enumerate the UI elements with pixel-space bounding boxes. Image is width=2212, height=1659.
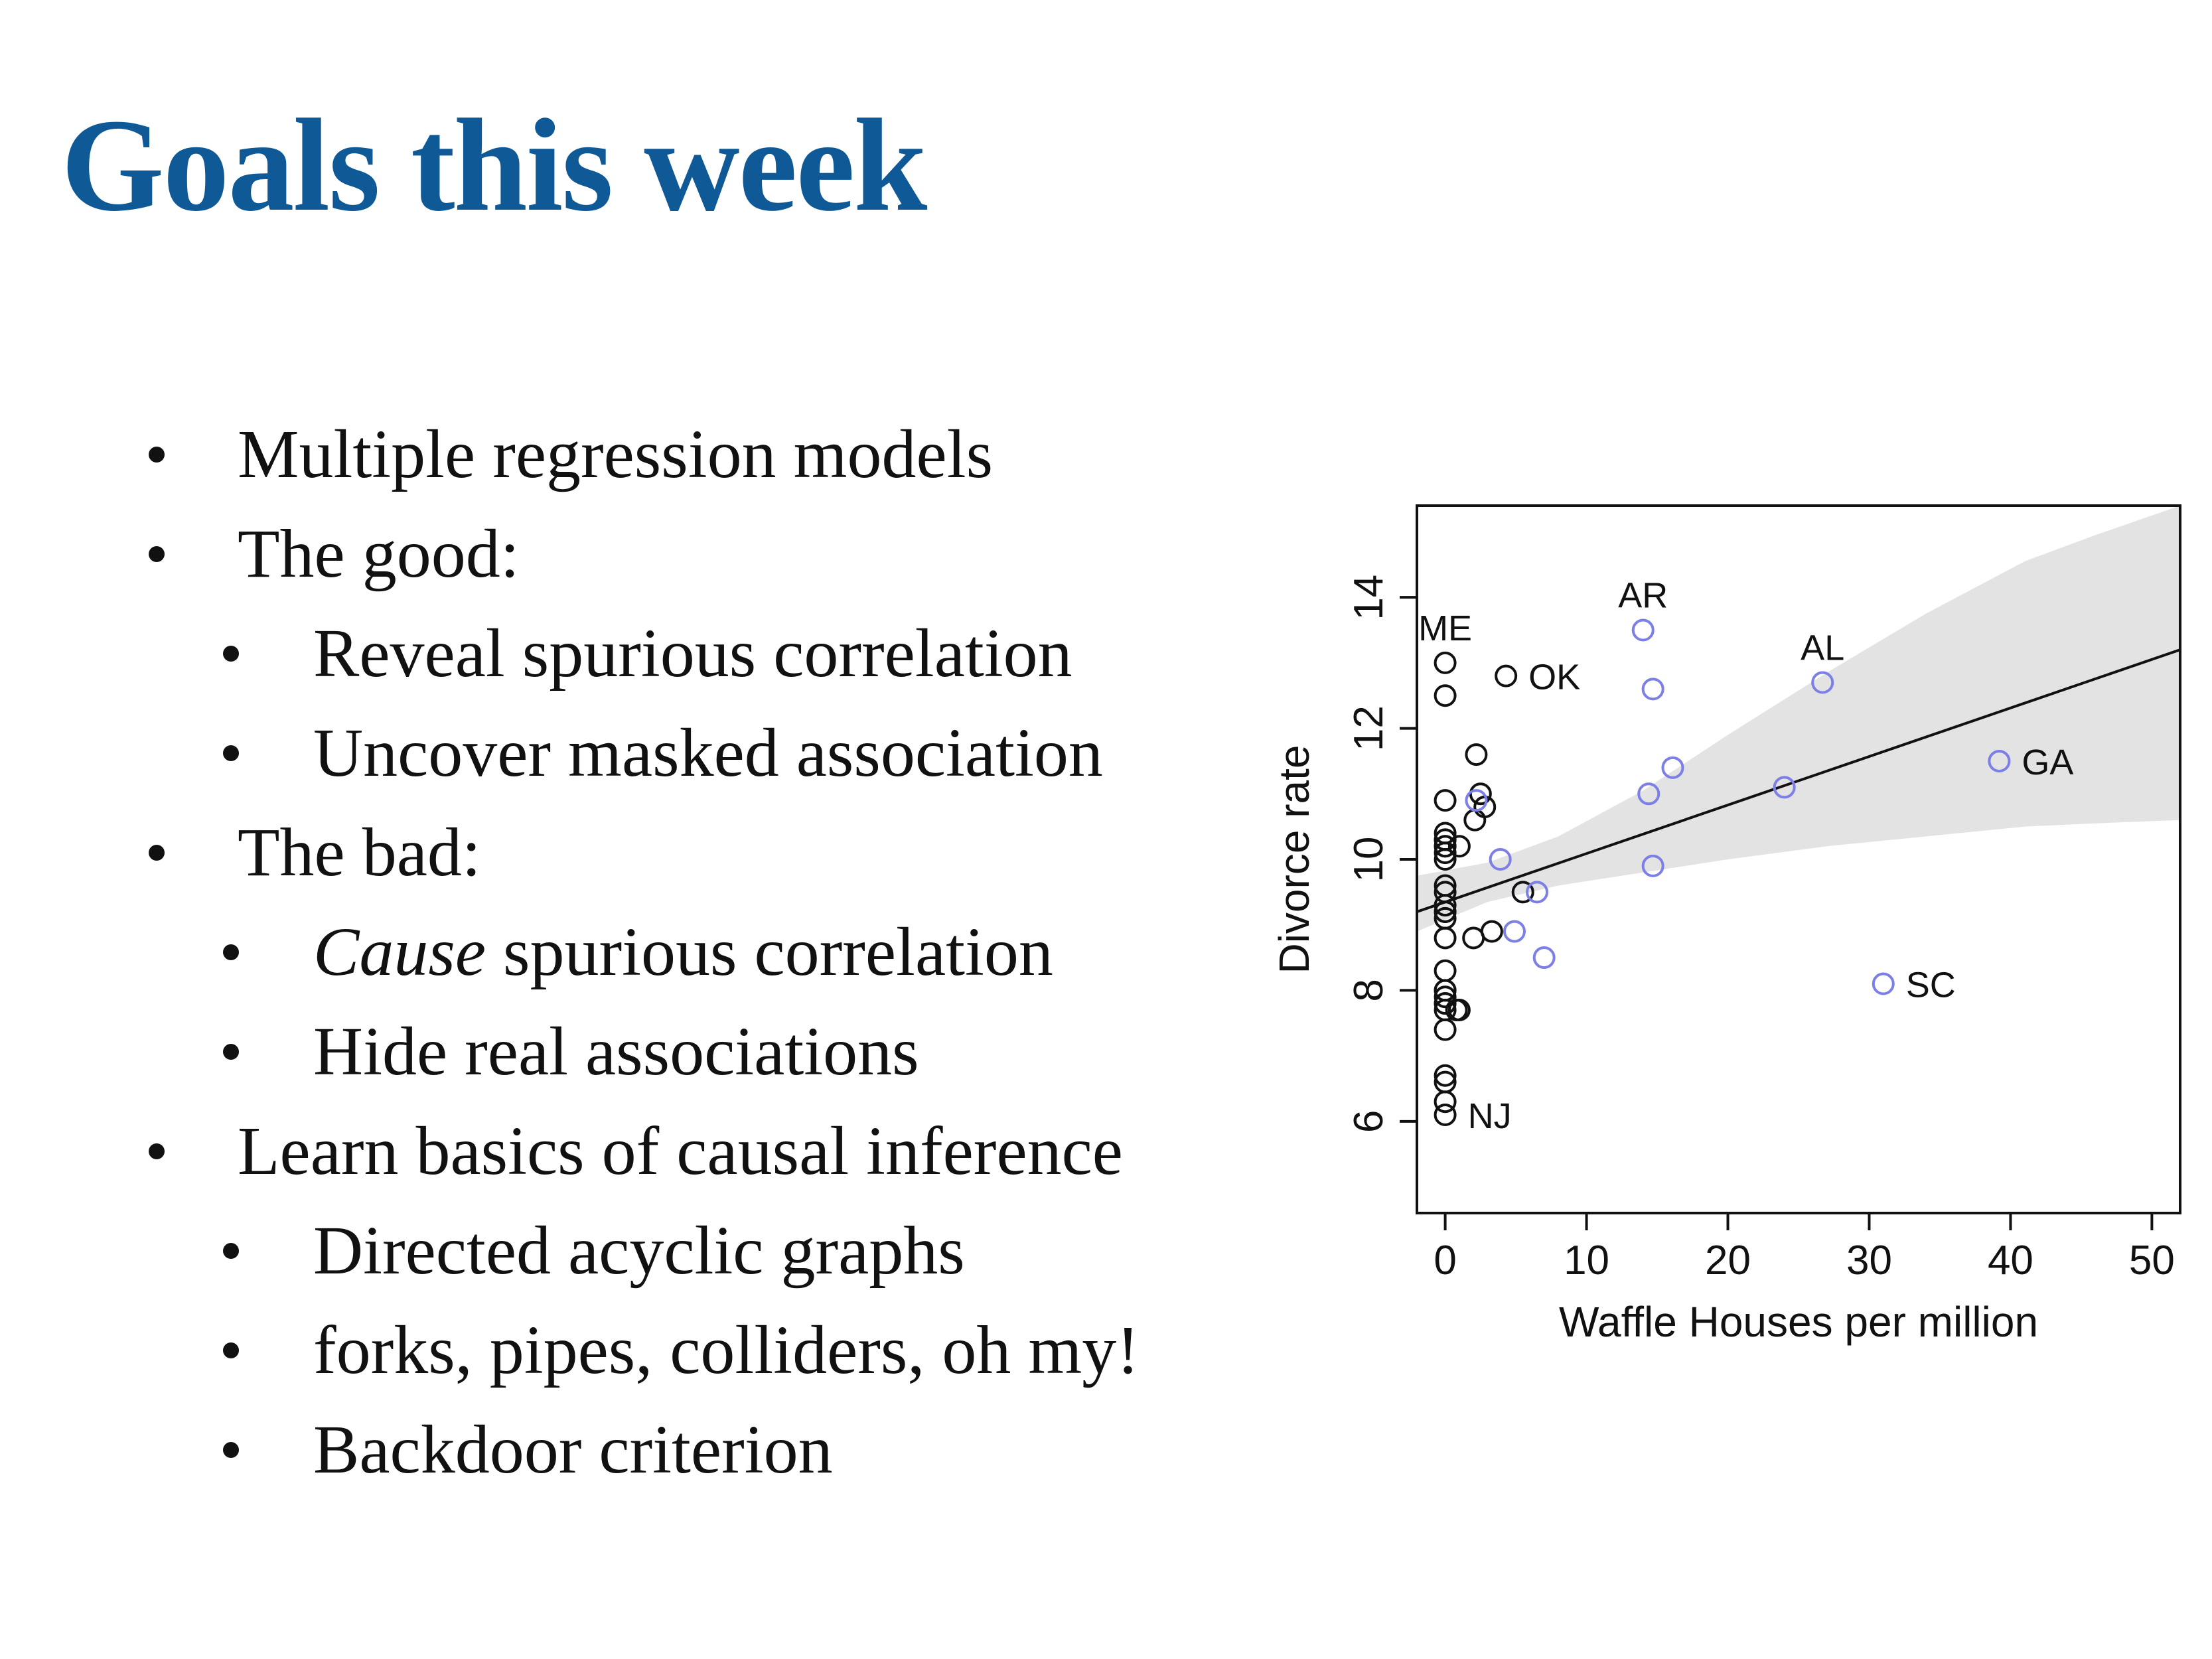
- bullet-dot-icon: [223, 944, 239, 960]
- regression-line: [1417, 648, 2180, 913]
- data-point-black: [1447, 835, 1471, 858]
- bullet-text-rest: spurious correlation: [486, 914, 1053, 990]
- point-label: AL: [1801, 628, 1844, 668]
- data-point-blue: [1988, 749, 2011, 772]
- slide-title: Goals this week: [61, 92, 927, 239]
- bullet-text: Uncover masked association: [313, 715, 1103, 791]
- data-point-black: [1434, 684, 1457, 707]
- data-point-blue: [1773, 776, 1796, 799]
- data-point-black: [1434, 894, 1457, 917]
- data-point-blue: [1631, 618, 1655, 642]
- data-point-blue: [1872, 972, 1895, 995]
- data-point-blue: [1811, 671, 1834, 694]
- data-point-black: [1434, 651, 1457, 674]
- y-tick-label: 10: [1346, 837, 1392, 883]
- data-point-blue: [1465, 789, 1488, 812]
- x-tick-label: 20: [1705, 1238, 1751, 1283]
- data-point-black: [1434, 1103, 1457, 1126]
- point-label: OK: [1528, 658, 1580, 697]
- point-label: AR: [1618, 576, 1668, 616]
- data-point-blue: [1489, 848, 1512, 871]
- x-tick-label: 0: [1434, 1238, 1456, 1283]
- y-tick-label: 6: [1346, 1110, 1392, 1133]
- bullet-dot-icon: [223, 1243, 239, 1259]
- data-point-black: [1434, 1018, 1457, 1041]
- data-point-black: [1434, 1064, 1457, 1087]
- plot-area: [1417, 506, 2180, 1126]
- data-point-blue: [1637, 782, 1660, 806]
- bullet-text: The good:: [238, 516, 520, 592]
- data-point-blue: [1526, 881, 1549, 904]
- data-point-black: [1434, 841, 1457, 865]
- data-point-black: [1434, 926, 1457, 950]
- bullet-text: Backdoor criterion: [313, 1411, 833, 1488]
- point-label: ME: [1418, 609, 1472, 648]
- y-tick-label: 8: [1346, 979, 1392, 1001]
- data-point-black: [1434, 900, 1457, 923]
- data-point-blue: [1532, 946, 1556, 970]
- bullet-emphasis: Cause: [313, 914, 486, 990]
- bullet-dot-icon: [223, 646, 239, 662]
- data-point-blue: [1503, 920, 1526, 943]
- point-label: NJ: [1468, 1096, 1512, 1136]
- data-point-black: [1434, 789, 1457, 812]
- x-tick-label: 40: [1988, 1238, 2033, 1283]
- data-point-black: [1434, 959, 1457, 982]
- data-point-black: [1495, 664, 1518, 687]
- data-point-blue: [1641, 854, 1664, 877]
- bullet-text: forks, pipes, colliders, oh my!: [313, 1312, 1140, 1388]
- bullet-dot-icon: [223, 745, 239, 761]
- data-point-black: [1480, 920, 1503, 943]
- x-tick-label: 50: [2129, 1238, 2175, 1283]
- data-point-blue: [1641, 678, 1664, 701]
- data-point-black: [1434, 979, 1457, 1002]
- data-point-black: [1445, 999, 1468, 1022]
- x-tick-label: 30: [1846, 1238, 1892, 1283]
- data-point-black: [1434, 1090, 1457, 1114]
- bullet-text: Learn basics of causal inference: [238, 1113, 1123, 1189]
- data-point-black: [1434, 992, 1457, 1015]
- bullet-dot-icon: [149, 1143, 165, 1159]
- y-tick-label: 14: [1346, 575, 1392, 620]
- x-axis-label: Waffle Houses per million: [1559, 1298, 2038, 1346]
- x-tick-label: 10: [1564, 1238, 1609, 1283]
- bullet-dot-icon: [149, 447, 165, 463]
- data-point-black: [1463, 808, 1487, 831]
- y-axis-label: Divorce rate: [1270, 745, 1318, 974]
- bullet-dot-icon: [223, 1342, 239, 1358]
- point-label: SC: [1906, 966, 1956, 1005]
- y-tick-label: 12: [1346, 705, 1392, 751]
- data-point-black: [1462, 926, 1485, 950]
- bullet-text: Cause spurious correlation: [313, 902, 1053, 1002]
- data-point-blue: [1661, 756, 1684, 779]
- bullet-text: Hide real associations: [313, 1013, 919, 1090]
- bullet-list: Multiple regression models The good: Revea…: [149, 416, 1140, 1488]
- bullet-text: Reveal spurious correlation: [313, 615, 1072, 691]
- point-label: GA: [2022, 743, 2073, 782]
- bullet-dot-icon: [149, 845, 165, 861]
- bullet-text: Directed acyclic graphs: [313, 1212, 965, 1289]
- data-point-black: [1511, 881, 1534, 904]
- bullet-dot-icon: [223, 1442, 239, 1458]
- confidence-band: [1417, 506, 2180, 932]
- bullet-text: Multiple regression models: [238, 416, 994, 492]
- bullet-dot-icon: [223, 1044, 239, 1060]
- data-point-black: [1465, 743, 1488, 766]
- data-point-black: [1434, 828, 1457, 851]
- data-point-black: [1434, 985, 1457, 1009]
- bullet-text: The bad:: [238, 814, 481, 891]
- bullet-dot-icon: [149, 546, 165, 562]
- data-point-black: [1434, 835, 1457, 858]
